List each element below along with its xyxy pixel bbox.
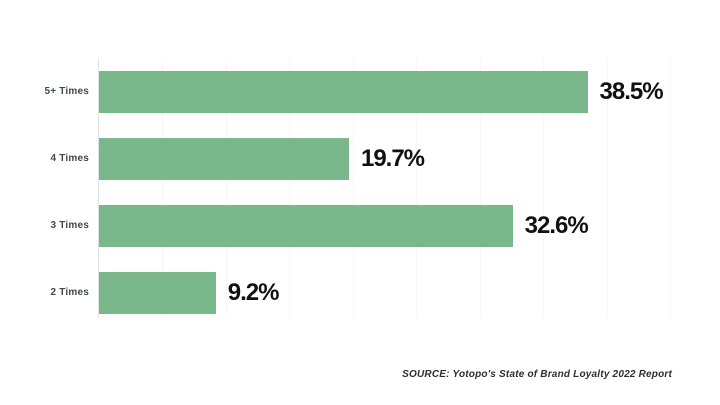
gridline	[606, 58, 608, 318]
category-label: 2 Times	[50, 287, 89, 298]
gridline	[479, 58, 481, 318]
value-label: 19.7%	[360, 145, 425, 172]
bar	[99, 272, 216, 314]
gridline	[352, 58, 354, 318]
value-label: 9.2%	[227, 279, 280, 306]
bar	[99, 205, 513, 247]
source-note: SOURCE: Yotopo's State of Brand Loyalty …	[402, 369, 672, 380]
gridline	[289, 58, 291, 318]
bar	[99, 71, 588, 113]
plot-area: 38.5% 19.7% 32.6% 9.2%	[98, 58, 671, 318]
category-label: 4 Times	[50, 153, 89, 164]
gridline	[162, 58, 164, 318]
category-label: 5+ Times	[44, 86, 89, 97]
value-label: 38.5%	[599, 78, 664, 105]
category-label: 3 Times	[50, 220, 89, 231]
value-label: 32.6%	[524, 212, 589, 239]
gridline	[543, 58, 545, 318]
bar	[99, 138, 349, 180]
gridline	[670, 58, 671, 318]
gridline	[225, 58, 227, 318]
gridline	[416, 58, 418, 318]
